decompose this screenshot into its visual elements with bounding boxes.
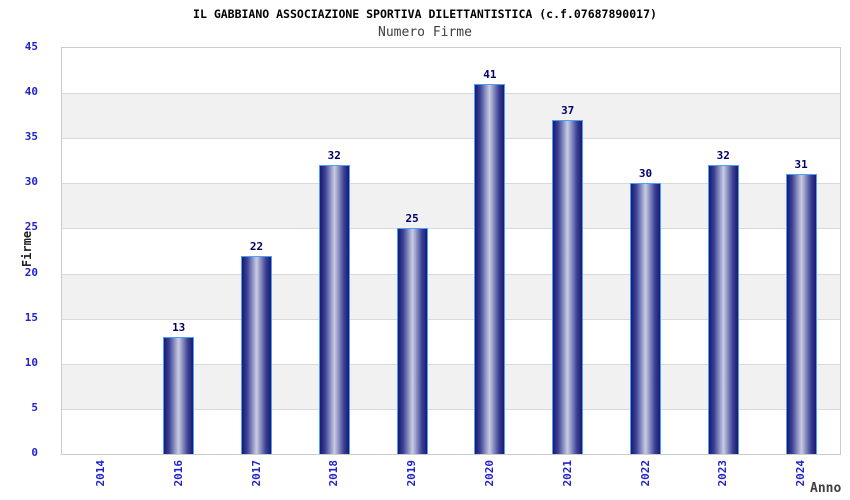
x-tick-label: 2017 [249, 460, 263, 487]
bar-2017 [241, 255, 272, 454]
bar-value-label: 22 [249, 239, 264, 253]
y-tick-label: 35 [24, 130, 38, 144]
bar-2021 [552, 120, 584, 454]
bar-value-label: 32 [716, 149, 730, 163]
x-tick-label: 2019 [405, 460, 419, 487]
bar-value-label: 13 [172, 320, 186, 334]
bar-value-label: 37 [561, 104, 575, 118]
y-tick-label: 25 [24, 220, 38, 234]
bar-value-label: 32 [327, 149, 341, 163]
grid-band [62, 93, 840, 139]
gridline [62, 93, 840, 95]
y-tick-label: 40 [24, 85, 38, 99]
bar-value-label: 41 [483, 68, 497, 82]
bar-2018 [318, 165, 350, 454]
y-tick-label: 5 [31, 400, 38, 414]
bar-2024 [785, 174, 817, 454]
y-tick-label: 45 [24, 40, 38, 53]
chart-title: IL GABBIANO ASSOCIAZIONE SPORTIVA DILETT… [193, 7, 657, 21]
bar-2016 [163, 336, 195, 454]
gridline [62, 228, 840, 230]
x-tick-label: 2016 [171, 460, 185, 487]
plot-area: 13 22 32 25 41 37 30 32 31 [61, 47, 841, 455]
x-axis-title: Anno [810, 481, 842, 496]
x-tick-label: 2020 [482, 460, 496, 487]
gridline [62, 363, 840, 365]
grid-band [62, 48, 840, 94]
gridline [62, 138, 840, 140]
gridline [62, 183, 840, 185]
y-axis-tick-labels: 0 5 10 15 20 25 30 35 40 45 [0, 40, 50, 459]
bar-value-label: 25 [405, 212, 419, 226]
bar-2023 [707, 165, 739, 454]
x-tick-label: 2022 [638, 460, 652, 487]
x-tick-label: 2021 [560, 460, 574, 487]
y-tick-label: 30 [24, 175, 38, 189]
x-tick-label: 2024 [794, 460, 808, 487]
gridline [62, 273, 840, 275]
bar-value-label: 31 [794, 158, 808, 172]
y-tick-label: 0 [31, 446, 38, 459]
y-tick-label: 15 [24, 310, 38, 324]
x-tick-label: 2018 [327, 460, 341, 487]
bar-value-label: 30 [638, 167, 653, 181]
y-tick-label: 20 [24, 265, 38, 279]
x-tick-label: 2014 [93, 460, 107, 487]
chart-subtitle: Numero Firme [378, 25, 472, 40]
gridline [62, 318, 840, 320]
bar-2019 [396, 228, 428, 454]
bar-2020 [474, 84, 506, 454]
gridline [62, 408, 840, 410]
y-tick-label: 10 [24, 355, 38, 369]
bar-2022 [630, 183, 661, 454]
x-tick-label: 2023 [716, 460, 730, 487]
